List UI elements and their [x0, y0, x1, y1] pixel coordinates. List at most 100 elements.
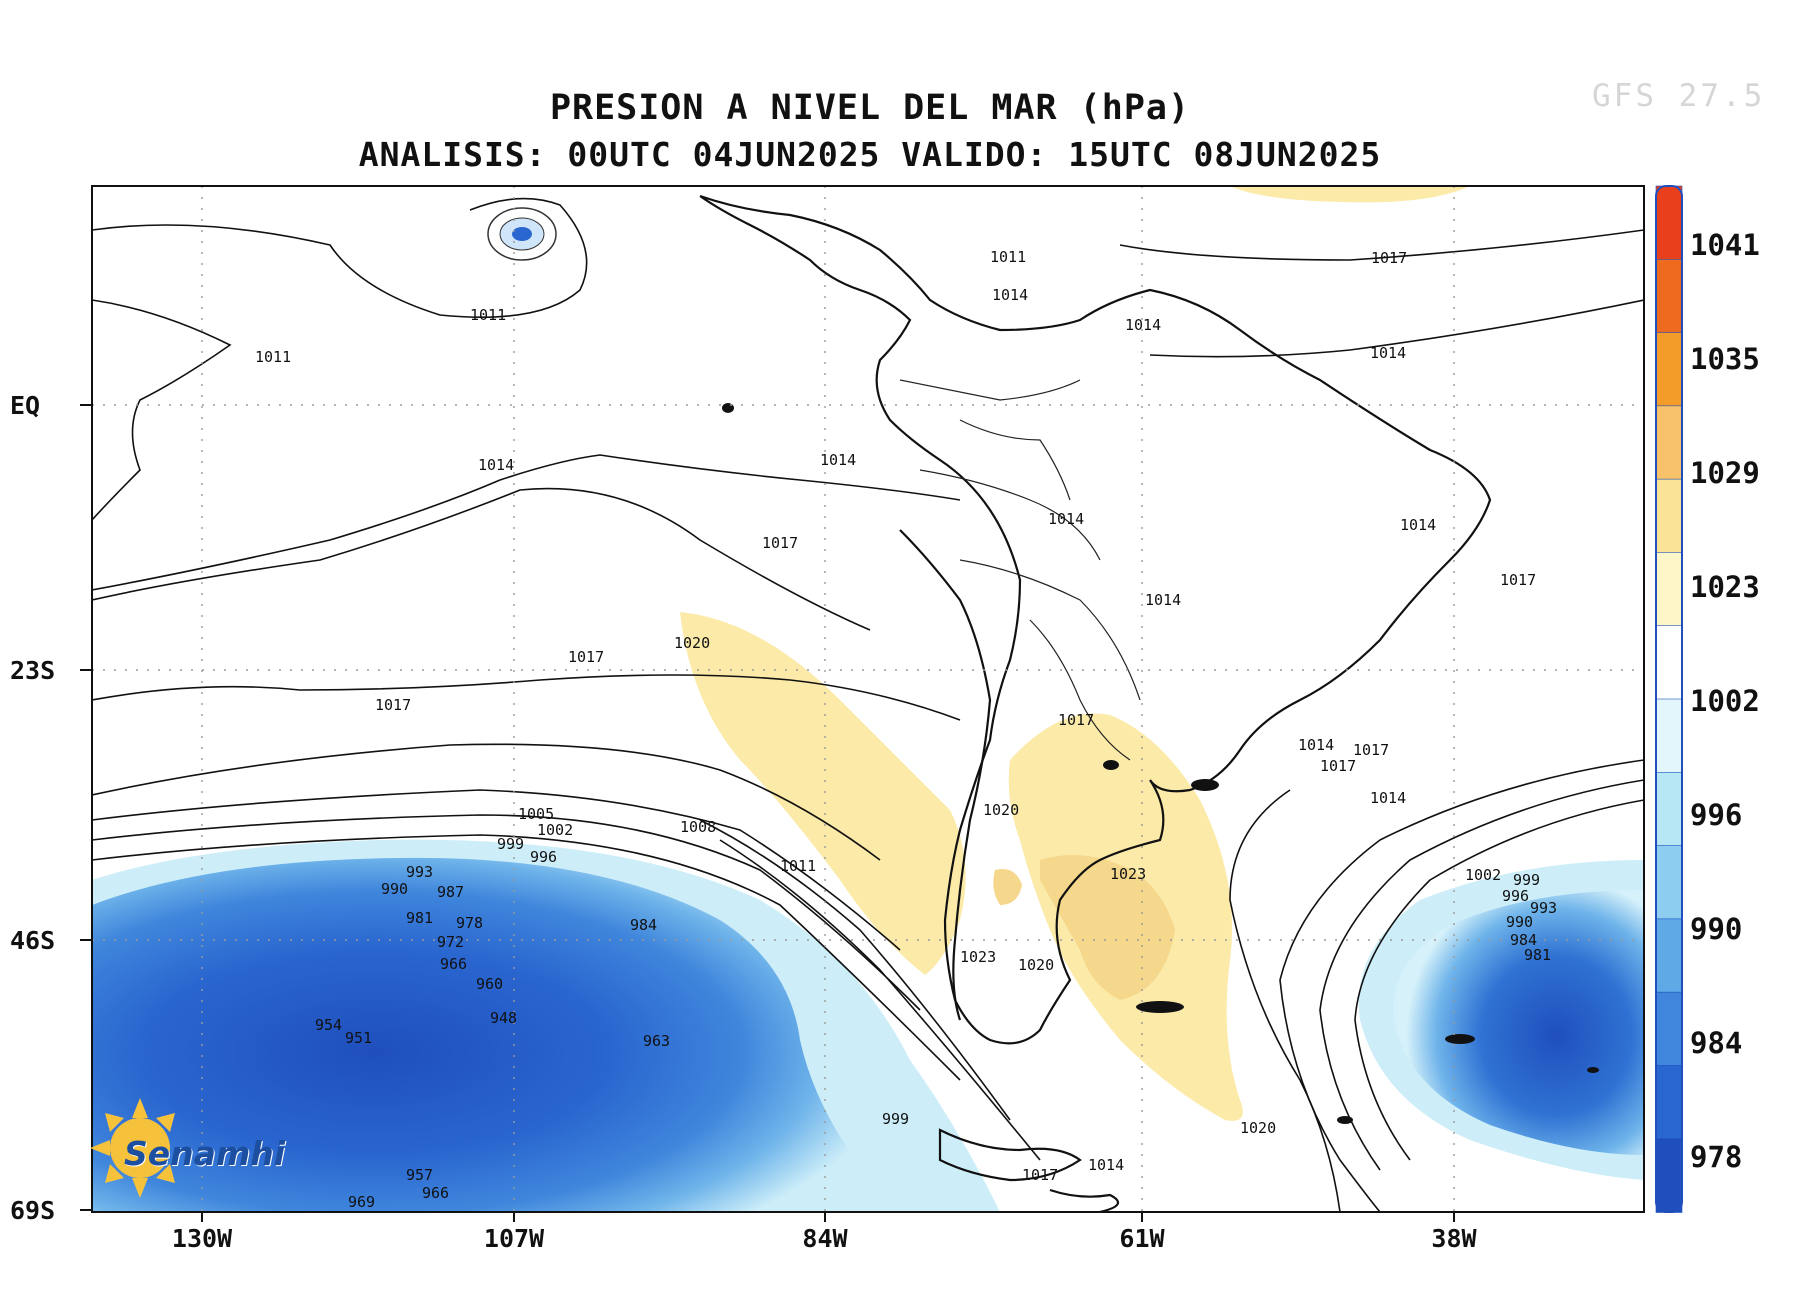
contour-label: 1020: [983, 801, 1019, 819]
contour-labels: 1011 1011 1011 1014 1014 1014 1014 1014 1014 1014…: [255, 248, 1557, 1211]
contour-label: 1017: [1022, 1166, 1058, 1184]
colorbar-label-1002: 1002: [1690, 684, 1760, 718]
contour-label: 990: [1506, 913, 1533, 931]
colorbar-segment: [1655, 1138, 1683, 1213]
contour-label: 1011: [780, 857, 816, 875]
contour-label: 993: [1530, 899, 1557, 917]
colorbar-outline: [1655, 185, 1683, 1213]
map-title: PRESION A NIVEL DEL MAR (hPa): [549, 88, 1191, 128]
contour-label: 993: [406, 863, 433, 881]
colorbar-label-996: 996: [1690, 798, 1743, 832]
colorbar-label-1041: 1041: [1690, 228, 1760, 262]
colorbar-label-1035: 1035: [1690, 342, 1760, 376]
lon-label-38w: 38W: [1431, 1224, 1477, 1253]
high-pressure-pacific: [680, 612, 966, 975]
lon-label-61w: 61W: [1119, 1224, 1165, 1253]
lat-label-46s: 46S: [10, 926, 56, 955]
lon-label-84w: 84W: [802, 1224, 848, 1253]
isobars: [92, 197, 1644, 1212]
contour-label: 957: [406, 1166, 433, 1184]
colorbar-segment: [1655, 405, 1683, 480]
contour-label: 1011: [470, 306, 506, 324]
lat-label-eq: EQ: [10, 391, 41, 420]
contour-label: 1017: [1320, 757, 1356, 775]
contour-label: 972: [437, 933, 464, 951]
contour-label: 1017: [1371, 249, 1407, 267]
colorbar-label-984: 984: [1690, 1026, 1743, 1060]
lon-label-130w: 130W: [171, 1224, 233, 1253]
colorbar-segment: [1655, 698, 1683, 774]
contour-label: 981: [406, 909, 433, 927]
contour-label: 1014: [478, 456, 514, 474]
contour-label: 1014: [1048, 510, 1084, 528]
colorbar: [1655, 185, 1683, 1213]
map-frame: [91, 185, 1645, 1213]
contour-label: 1020: [1018, 956, 1054, 974]
contour-label: 1014: [1370, 789, 1406, 807]
colorbar-label-990: 990: [1690, 912, 1743, 946]
lon-label-107w: 107W: [483, 1224, 545, 1253]
model-tag: GFS 27.5: [1592, 78, 1766, 114]
contour-label: 1020: [674, 634, 710, 652]
colorbar-segment: [1655, 918, 1683, 993]
contour-label: 984: [630, 916, 657, 934]
contour-label: 1017: [1500, 571, 1536, 589]
senamhi-logo-text: Senamhi: [124, 1134, 286, 1173]
contour-label: 1011: [255, 348, 291, 366]
map-subtitle: ANALISIS: 00UTC 04JUN2025 VALIDO: 15UTC …: [358, 135, 1382, 174]
contour-label: 1017: [568, 648, 604, 666]
colorbar-segment: [1655, 771, 1683, 847]
contour-label: 1017: [375, 696, 411, 714]
contour-label: 1002: [1465, 866, 1501, 884]
contour-label: 1014: [820, 451, 856, 469]
contour-label: 1008: [680, 818, 716, 836]
contour-label: 1011: [990, 248, 1026, 266]
lat-label-69s: 69S: [10, 1196, 56, 1225]
contour-label: 969: [348, 1193, 375, 1211]
lat-label-23s: 23S: [10, 656, 56, 685]
contour-label: 1014: [1088, 1156, 1124, 1174]
contour-label: 1017: [1058, 711, 1094, 729]
contour-label: 1014: [1400, 516, 1436, 534]
contour-label: 1023: [1110, 865, 1146, 883]
contour-label: 990: [381, 880, 408, 898]
contour-label: 951: [345, 1029, 372, 1047]
contour-label: 999: [882, 1110, 909, 1128]
contour-label: 954: [315, 1016, 342, 1034]
senamhi-logo: [90, 1098, 175, 1198]
contour-label: 960: [476, 975, 503, 993]
contour-label: 1014: [992, 286, 1028, 304]
colorbar-label-1029: 1029: [1690, 456, 1760, 490]
contour-label: 999: [497, 835, 524, 853]
contour-label: 1002: [537, 821, 573, 839]
contour-label: 987: [437, 883, 464, 901]
contour-label: 996: [1502, 887, 1529, 905]
contour-label: 963: [643, 1032, 670, 1050]
contour-label: 948: [490, 1009, 517, 1027]
contour-label: 978: [456, 914, 483, 932]
contour-label: 1005: [518, 805, 554, 823]
colorbar-segment: [1655, 332, 1683, 407]
contour-label: 996: [530, 848, 557, 866]
colorbar-segment: [1655, 478, 1683, 554]
contour-label: 981: [1524, 946, 1551, 964]
contour-label: 1017: [762, 534, 798, 552]
contour-label: 1023: [960, 948, 996, 966]
colorbar-segment: [1655, 552, 1683, 627]
borders: [899, 379, 1141, 761]
contour-label: 966: [440, 955, 467, 973]
contour-label: 1014: [1370, 344, 1406, 362]
colorbar-segment: [1655, 185, 1683, 261]
islands: [722, 403, 1599, 1124]
low-pressure-east: [1393, 890, 1644, 1155]
colorbar-segment: [1655, 625, 1683, 700]
contour-label: 1020: [1240, 1119, 1276, 1137]
contour-label: 1014: [1145, 591, 1181, 609]
contour-label: 1014: [1125, 316, 1161, 334]
contour-label: 984: [1510, 931, 1537, 949]
low-pressure-west: [92, 857, 900, 1212]
colorbar-label-1023: 1023: [1690, 570, 1760, 604]
coastlines: [699, 194, 1492, 1212]
contour-label: 1017: [1353, 741, 1389, 759]
